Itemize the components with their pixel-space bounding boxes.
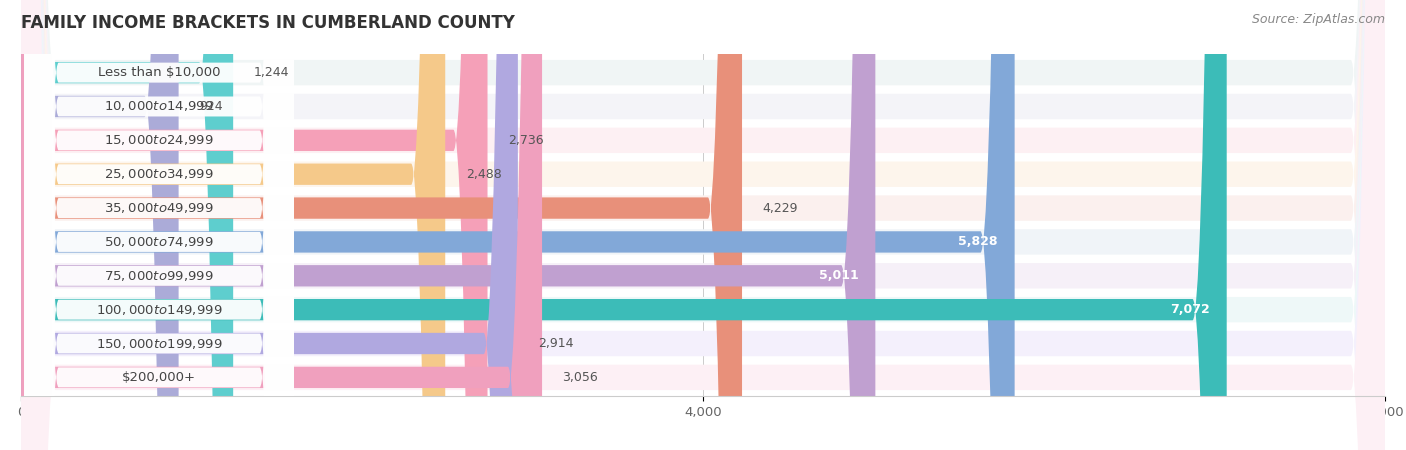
FancyBboxPatch shape	[21, 0, 876, 450]
FancyBboxPatch shape	[21, 0, 742, 450]
Text: 5,828: 5,828	[957, 235, 998, 248]
Text: 5,011: 5,011	[818, 269, 858, 282]
FancyBboxPatch shape	[21, 0, 233, 450]
Text: 1,244: 1,244	[253, 66, 290, 79]
Text: 2,488: 2,488	[465, 168, 502, 181]
Text: $25,000 to $34,999: $25,000 to $34,999	[104, 167, 214, 181]
Text: $35,000 to $49,999: $35,000 to $49,999	[104, 201, 214, 215]
FancyBboxPatch shape	[24, 0, 294, 450]
FancyBboxPatch shape	[24, 0, 294, 450]
FancyBboxPatch shape	[21, 0, 1385, 450]
FancyBboxPatch shape	[21, 0, 1385, 450]
FancyBboxPatch shape	[24, 0, 294, 450]
FancyBboxPatch shape	[21, 0, 179, 450]
Text: $15,000 to $24,999: $15,000 to $24,999	[104, 133, 214, 147]
FancyBboxPatch shape	[21, 0, 1385, 450]
Text: 4,229: 4,229	[762, 202, 799, 215]
Text: 924: 924	[200, 100, 222, 113]
FancyBboxPatch shape	[21, 0, 1385, 450]
FancyBboxPatch shape	[21, 0, 1015, 450]
FancyBboxPatch shape	[21, 0, 1385, 450]
FancyBboxPatch shape	[24, 0, 294, 450]
Text: Source: ZipAtlas.com: Source: ZipAtlas.com	[1251, 14, 1385, 27]
FancyBboxPatch shape	[24, 0, 294, 450]
FancyBboxPatch shape	[24, 0, 294, 450]
FancyBboxPatch shape	[21, 0, 1226, 450]
FancyBboxPatch shape	[24, 0, 294, 450]
FancyBboxPatch shape	[24, 0, 294, 450]
Text: 3,056: 3,056	[562, 371, 599, 384]
Text: 7,072: 7,072	[1170, 303, 1209, 316]
FancyBboxPatch shape	[21, 0, 517, 450]
Text: $200,000+: $200,000+	[122, 371, 197, 384]
Text: $150,000 to $199,999: $150,000 to $199,999	[96, 337, 222, 351]
FancyBboxPatch shape	[21, 0, 1385, 450]
FancyBboxPatch shape	[21, 0, 488, 450]
Text: FAMILY INCOME BRACKETS IN CUMBERLAND COUNTY: FAMILY INCOME BRACKETS IN CUMBERLAND COU…	[21, 14, 515, 32]
Text: $75,000 to $99,999: $75,000 to $99,999	[104, 269, 214, 283]
FancyBboxPatch shape	[21, 0, 1385, 450]
Text: 2,914: 2,914	[538, 337, 574, 350]
FancyBboxPatch shape	[21, 0, 446, 450]
FancyBboxPatch shape	[24, 0, 294, 450]
FancyBboxPatch shape	[21, 0, 1385, 450]
Text: Less than $10,000: Less than $10,000	[98, 66, 221, 79]
FancyBboxPatch shape	[21, 0, 1385, 450]
Text: $50,000 to $74,999: $50,000 to $74,999	[104, 235, 214, 249]
FancyBboxPatch shape	[21, 0, 543, 450]
Text: $10,000 to $14,999: $10,000 to $14,999	[104, 99, 214, 113]
Text: $100,000 to $149,999: $100,000 to $149,999	[96, 303, 222, 317]
FancyBboxPatch shape	[21, 0, 1385, 450]
Text: 2,736: 2,736	[508, 134, 544, 147]
FancyBboxPatch shape	[24, 0, 294, 450]
